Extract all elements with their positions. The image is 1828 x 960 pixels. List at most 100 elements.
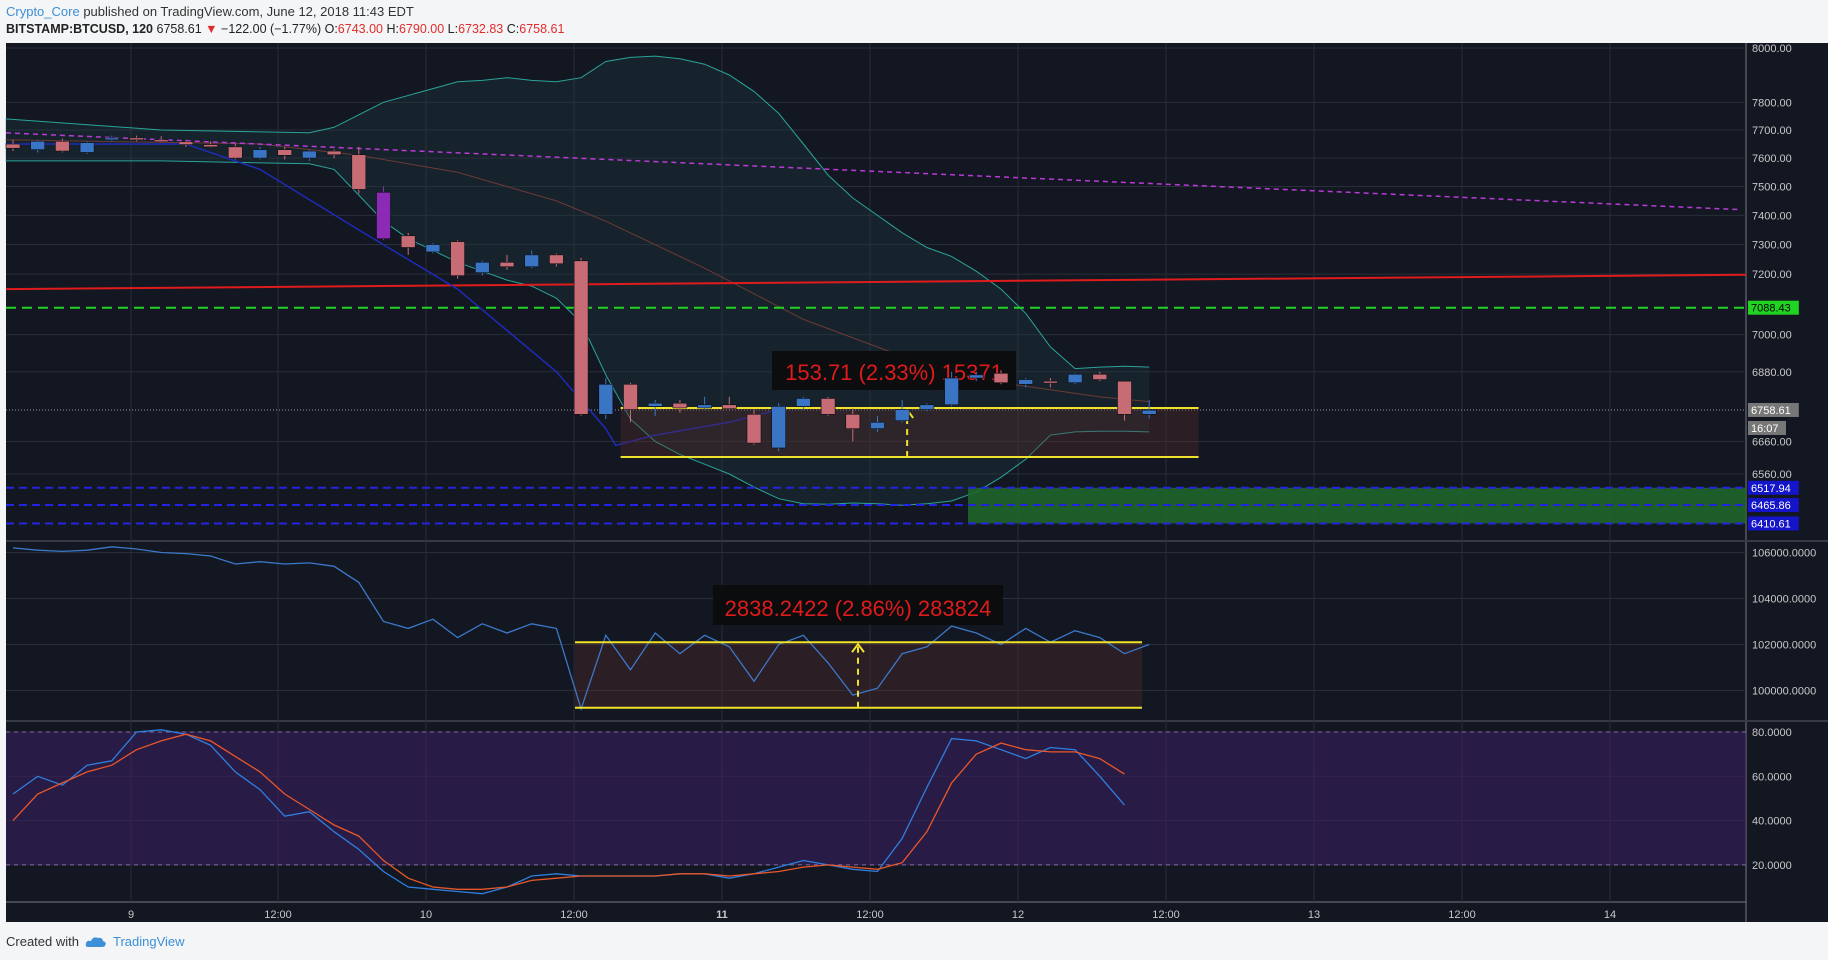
down-triangle-icon: ▼ <box>205 22 218 36</box>
candle <box>845 407 861 442</box>
candle-body <box>30 140 46 150</box>
price-badge-label: 6465.86 <box>1751 500 1791 512</box>
stoch-d-line <box>12 733 1125 890</box>
green-zone <box>968 487 1746 524</box>
candle <box>1043 378 1058 388</box>
time-tick-label: 13 <box>1308 909 1320 921</box>
open-label: O: <box>324 22 338 36</box>
candle <box>894 400 910 423</box>
indicator-tick-label: 100000.0000 <box>1752 686 1816 698</box>
candle-body <box>968 374 984 379</box>
candle <box>598 378 614 420</box>
close-label: C: <box>506 22 520 36</box>
time-tick-label: 12:00 <box>1448 909 1476 921</box>
price-tick-label: 7300.00 <box>1752 240 1792 252</box>
time-tick-label: 10 <box>420 909 432 921</box>
price-tick-label: 8000.00 <box>1752 43 1792 55</box>
indicator-range-box <box>575 642 1142 708</box>
price-measure-label-bg <box>772 351 1016 390</box>
candle-body <box>1067 373 1083 384</box>
magenta-dashed-trend <box>5 132 1739 211</box>
price-badge-bg <box>1748 516 1799 531</box>
candle-body <box>820 398 836 415</box>
price-range-box <box>620 407 1199 458</box>
candle-body <box>697 404 712 409</box>
candle-body <box>1092 373 1108 380</box>
candle <box>425 243 441 254</box>
low-value: 6732.83 <box>458 22 504 36</box>
indicator-pane: 2838.2422 (2.86%) 283824 <box>12 546 1150 712</box>
candle <box>968 371 984 382</box>
candle-body <box>104 137 120 141</box>
candle-body <box>870 421 885 429</box>
symbol-name: BITSTAMP:BTCUSD, 120 <box>6 22 154 36</box>
candle-body <box>993 373 1009 384</box>
time-tick-label: 12 <box>1012 909 1024 921</box>
candle-body <box>919 404 935 410</box>
candle-body <box>499 261 515 268</box>
candle <box>796 396 811 410</box>
price-badge-label: 6410.61 <box>1751 518 1791 530</box>
price-axis-badge: 6465.86 <box>1748 498 1799 513</box>
candle <box>474 260 490 276</box>
candle-body <box>178 141 194 145</box>
candle-body <box>228 146 243 159</box>
candle-body <box>672 402 688 409</box>
oscillator-tick-label: 60.0000 <box>1752 771 1792 783</box>
candle-body <box>598 383 614 415</box>
stoch-k-line <box>12 729 1125 895</box>
low-label: L: <box>447 22 459 36</box>
open-value: 6743.00 <box>337 22 383 36</box>
candle <box>944 371 959 407</box>
candle <box>400 232 416 255</box>
author-link[interactable]: Crypto_Core <box>6 4 80 19</box>
price-axis-badge: 6758.61 <box>1748 402 1799 417</box>
candle <box>104 135 120 142</box>
candle <box>1141 400 1157 419</box>
candle-body <box>1018 379 1034 385</box>
indicator-measure-label-bg <box>713 585 1003 625</box>
candle <box>1092 371 1108 382</box>
indicator-tick-label: 106000.0000 <box>1752 548 1816 560</box>
candle-body <box>326 150 342 156</box>
candle <box>30 139 46 153</box>
price-badge-label: 7088.43 <box>1751 303 1791 315</box>
candle-body <box>647 402 663 407</box>
time-tick-label: 12:00 <box>856 909 884 921</box>
symbol-bar: BITSTAMP:BTCUSD, 120 6758.61 ▼ −122.00 (… <box>6 21 564 37</box>
oscillator-band-fill <box>6 732 1746 865</box>
candle <box>178 139 194 147</box>
candle <box>376 186 391 241</box>
candle-body <box>944 377 959 406</box>
price-badge-label: 6517.94 <box>1751 483 1791 495</box>
tradingview-cloud-icon <box>85 936 106 947</box>
oscillator-pane <box>6 729 1746 895</box>
price-badge-bg <box>1748 498 1799 513</box>
candle-body <box>79 142 95 153</box>
candle-body <box>1117 380 1132 415</box>
candle <box>153 136 169 143</box>
bollinger-upper-line <box>5 55 1150 370</box>
close-value: 6758.61 <box>519 22 565 36</box>
candle <box>820 396 836 416</box>
candle-body <box>302 150 317 159</box>
candle-body <box>721 404 737 409</box>
price-measure-label: 153.71 (2.33%) 15371 <box>785 360 1003 385</box>
candle-body <box>5 143 21 149</box>
time-axis-bg <box>6 902 1746 922</box>
candle-body <box>796 398 811 407</box>
oscillator-tick-label: 80.0000 <box>1752 727 1792 739</box>
candle-body <box>524 254 540 268</box>
tradingview-link[interactable]: TradingView <box>112 934 185 949</box>
candle-body <box>376 191 391 239</box>
price-axis-badge: 6517.94 <box>1748 480 1799 495</box>
indicator-tick-label: 104000.0000 <box>1752 594 1816 606</box>
candle <box>573 257 589 416</box>
price-tick-label: 7500.00 <box>1752 182 1792 194</box>
candle <box>5 139 21 152</box>
price-tick-label: 7600.00 <box>1752 153 1792 165</box>
candle <box>55 138 70 153</box>
candle-body <box>1141 409 1157 415</box>
candle-body <box>450 241 465 276</box>
